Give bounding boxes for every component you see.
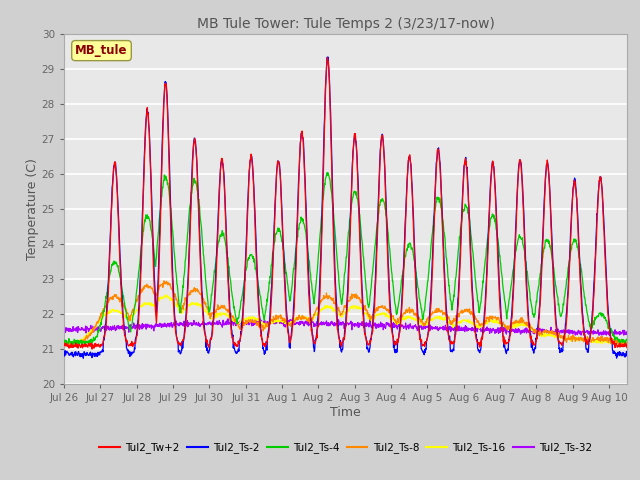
Title: MB Tule Tower: Tule Temps 2 (3/23/17-now): MB Tule Tower: Tule Temps 2 (3/23/17-now… — [196, 17, 495, 31]
Text: MB_tule: MB_tule — [76, 44, 128, 57]
Y-axis label: Temperature (C): Temperature (C) — [26, 158, 39, 260]
X-axis label: Time: Time — [330, 406, 361, 419]
Legend: Tul2_Tw+2, Tul2_Ts-2, Tul2_Ts-4, Tul2_Ts-8, Tul2_Ts-16, Tul2_Ts-32: Tul2_Tw+2, Tul2_Ts-2, Tul2_Ts-4, Tul2_Ts… — [95, 438, 596, 457]
